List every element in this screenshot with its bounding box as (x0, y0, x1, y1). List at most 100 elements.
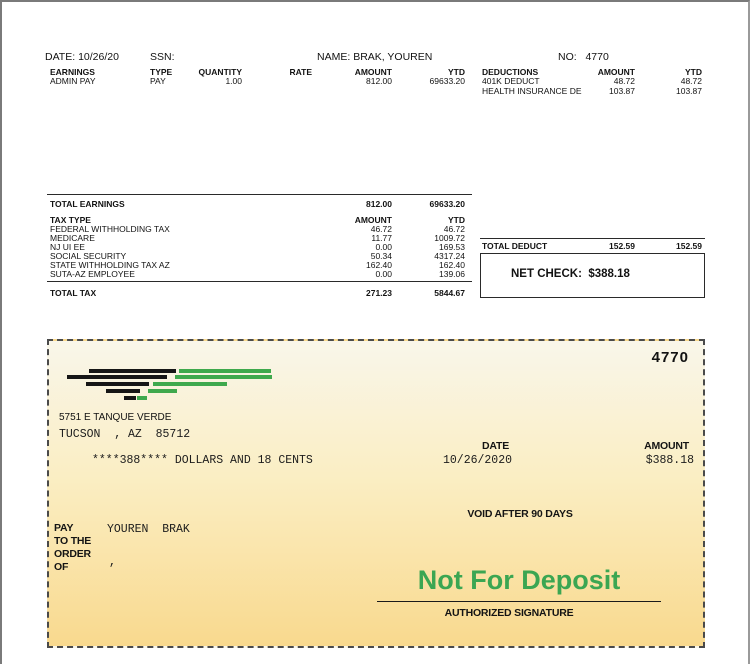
deduction-amount: 48.72 (613, 76, 635, 86)
tax-amount: 162.40 (366, 260, 392, 270)
no-value: 4770 (585, 51, 609, 63)
tax-amount: 50.34 (370, 251, 392, 261)
check: 4770 5751 E TANQUE VERDE TUCSON , AZ 857… (47, 339, 705, 648)
total-deduct-ytd: 152.59 (676, 241, 702, 251)
logo-bar (175, 375, 272, 379)
net-check-value: $388.18 (588, 268, 630, 280)
net-check-text: NET CHECK: $388.18 (511, 268, 630, 280)
check-no: NO: 4770 (558, 51, 609, 63)
amount-col-header: AMOUNT (354, 67, 392, 77)
date-value: 10/26/20 (78, 51, 119, 63)
payee-punctuation: , (109, 556, 116, 569)
earning-qty: 1.00 (225, 76, 242, 86)
earnings-col-header: EARNINGS (50, 67, 95, 77)
stub-header-row: DATE: 10/26/20 SSN: NAME: BRAK, YOUREN N… (2, 51, 750, 63)
pay-to-line: OF (54, 561, 69, 573)
earning-ytd: 69633.20 (429, 76, 465, 86)
check-date-label: DATE (482, 440, 510, 452)
logo-bar (137, 396, 147, 400)
earning-name: ADMIN PAY (50, 76, 96, 86)
logo-bar (124, 396, 136, 400)
tax-ytd-col-header: YTD (448, 215, 465, 225)
deduction-amount: 103.87 (609, 86, 635, 96)
pay-to-order-block: PAY TO THE ORDER OF (54, 522, 91, 574)
logo-bar (106, 389, 140, 393)
not-for-deposit-stamp: Not For Deposit (417, 565, 621, 595)
check-number: 4770 (651, 349, 689, 366)
tax-name: MEDICARE (50, 233, 95, 243)
pay-to-line: ORDER (54, 548, 91, 560)
total-tax-row: TOTAL TAX 271.23 5844.67 (2, 288, 750, 299)
tax-amount: 11.77 (371, 233, 392, 243)
tax-ytd: 4317.24 (434, 251, 465, 261)
tax-ytd: 46.72 (443, 224, 465, 234)
tax-amount: 0.00 (375, 269, 392, 279)
table-row: FEDERAL WITHHOLDING TAX 46.72 46.72 (2, 224, 750, 235)
tax-name: SOCIAL SECURITY (50, 251, 127, 261)
table-row: ADMIN PAY PAY 1.00 812.00 69633.20 401K … (2, 76, 750, 87)
payer-address-line2: TUCSON , AZ 85712 (59, 428, 191, 441)
tax-type-col-header: TAX TYPE (50, 215, 91, 225)
tax-ytd: 169.53 (439, 242, 465, 252)
date-label: DATE: 10/26/20 (45, 51, 119, 63)
total-earnings-ytd: 69633.20 (429, 199, 465, 209)
net-check-box: NET CHECK: $388.18 (480, 253, 705, 298)
deduction-name: 401K DEDUCT (482, 76, 540, 86)
signature-line (377, 601, 661, 602)
deductions-col-header: DEDUCTIONS (482, 67, 539, 77)
tax-name: FEDERAL WITHHOLDING TAX (50, 224, 170, 234)
authorized-signature-label: AUTHORIZED SIGNATURE (444, 607, 574, 619)
total-tax-amount: 271.23 (366, 288, 392, 298)
tax-header-row: TAX TYPE AMOUNT YTD (2, 215, 750, 226)
tax-amount: 0.00 (375, 242, 392, 252)
total-earnings-rule (47, 194, 472, 195)
table-row: SOCIAL SECURITY 50.34 4317.24 (2, 251, 750, 262)
date-label-text: DATE: (45, 51, 76, 63)
net-check-label: NET CHECK: (511, 268, 582, 280)
earning-type: PAY (150, 76, 166, 86)
total-tax-rule (47, 281, 472, 282)
deduction-ytd: 103.87 (676, 86, 702, 96)
employee-name: NAME: BRAK, YOUREN (317, 51, 432, 63)
table-row: STATE WITHHOLDING TAX AZ 162.40 162.40 (2, 260, 750, 271)
tax-name: STATE WITHHOLDING TAX AZ (50, 260, 170, 270)
pay-to-line: PAY (54, 522, 74, 534)
tax-ytd: 139.06 (439, 269, 465, 279)
deduction-name: HEALTH INSURANCE DE (482, 86, 582, 96)
ytd-col-header: YTD (448, 67, 465, 77)
logo-bar (89, 369, 176, 373)
table-row: MEDICARE 11.77 1009.72 (2, 233, 750, 244)
type-col-header: TYPE (150, 67, 173, 77)
tax-name: SUTA-AZ EMPLOYEE (50, 269, 135, 279)
check-amount-label: AMOUNT (644, 440, 689, 452)
logo-bar (148, 389, 177, 393)
total-deduct-row: TOTAL DEDUCT 152.59 152.59 (2, 241, 750, 252)
ssn-label: SSN: (150, 51, 175, 63)
deduction-ytd: 48.72 (680, 76, 702, 86)
total-tax-ytd: 5844.67 (434, 288, 465, 298)
quantity-col-header: QUANTITY (198, 67, 242, 77)
payer-address-line1: 5751 E TANQUE VERDE (59, 412, 172, 423)
check-amount-value: $388.18 (645, 454, 694, 467)
logo-bar (153, 382, 227, 386)
amount-in-words: ****388**** DOLLARS AND 18 CENTS (92, 454, 313, 467)
total-earnings-label: TOTAL EARNINGS (50, 199, 125, 209)
name-value: BRAK, YOUREN (353, 51, 433, 63)
void-after-text: VOID AFTER 90 DAYS (467, 508, 573, 520)
pay-to-line: TO THE (54, 535, 92, 547)
total-earnings-amount: 812.00 (366, 199, 392, 209)
total-tax-label: TOTAL TAX (50, 288, 97, 298)
total-deduct-rule (480, 238, 705, 239)
tax-amount-col-header: AMOUNT (354, 215, 392, 225)
table-row: HEALTH INSURANCE DE 103.87 103.87 (2, 86, 750, 97)
table-row: NJ UI EE 0.00 169.53 (2, 242, 750, 253)
rate-col-header: RATE (289, 67, 312, 77)
logo-bar (86, 382, 149, 386)
tax-name: NJ UI EE (50, 242, 85, 252)
no-label-text: NO: (558, 51, 577, 63)
payee-name: YOUREN BRAK (107, 523, 190, 536)
tax-ytd: 162.40 (439, 260, 465, 270)
name-label-text: NAME: (317, 51, 351, 63)
tax-amount: 46.72 (370, 224, 392, 234)
